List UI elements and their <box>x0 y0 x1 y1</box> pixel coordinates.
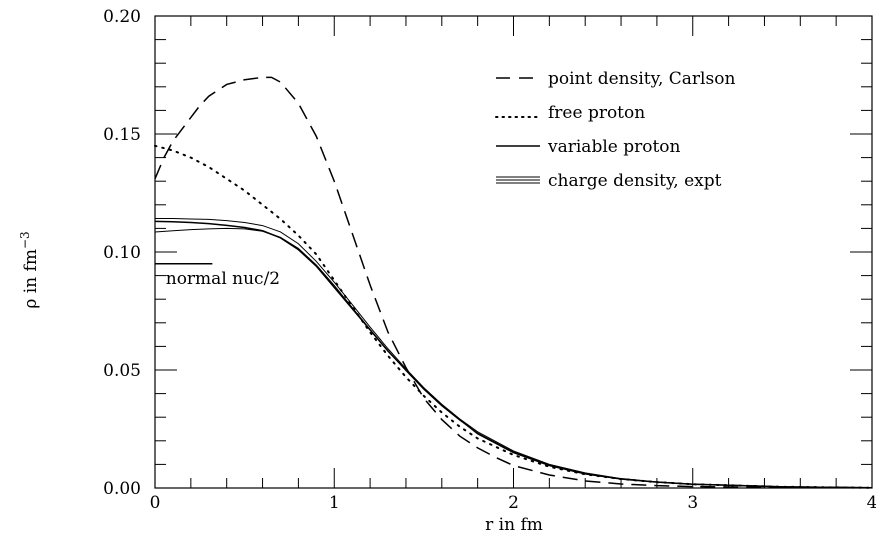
legend: point density, Carlson free proton variabl… <box>495 69 735 191</box>
x-tick-label: 1 <box>329 493 340 513</box>
charge-density-expt-lower-line <box>154 227 873 489</box>
variable-proton-legend-label: variable proton <box>547 137 681 157</box>
y-axis-label: ρ in fm−3 <box>18 231 41 308</box>
normal-nuc-label: normal nuc/2 <box>166 269 280 289</box>
y-axis-label-main: ρ in fm <box>21 249 41 309</box>
plot-frame <box>154 15 873 489</box>
charge-density-expt-upper-line <box>155 217 873 489</box>
x-tick-label: 4 <box>867 493 876 513</box>
y-tick-label: 0.00 <box>103 479 141 499</box>
point-density-carlson-line <box>154 76 873 489</box>
plot-border <box>154 15 873 489</box>
annotations: normal nuc/2 <box>155 263 280 289</box>
axis-ticks <box>154 15 873 489</box>
y-tick-label: 0.05 <box>103 361 141 381</box>
y-tick-label: 0.15 <box>103 125 141 145</box>
charge-density-expt-legend-label: charge density, expt <box>548 171 722 191</box>
y-axis-label-exponent: −3 <box>18 231 32 249</box>
x-tick-label: 3 <box>687 493 698 513</box>
free-proton-legend-label: free proton <box>548 103 645 123</box>
y-tick-label: 0.20 <box>103 7 141 27</box>
variable-proton-line <box>154 220 873 489</box>
tick-labels: 0 1 2 3 4 0.00 0.05 0.10 0.15 0.20 <box>103 7 876 513</box>
point-density-carlson-legend-label: point density, Carlson <box>548 69 735 89</box>
series-lines <box>154 76 873 489</box>
free-proton-line <box>154 144 873 489</box>
x-tick-label: 2 <box>508 493 519 513</box>
y-tick-label: 0.10 <box>103 243 141 263</box>
x-axis-label: r in fm <box>485 515 543 535</box>
x-tick-label: 0 <box>150 493 161 513</box>
